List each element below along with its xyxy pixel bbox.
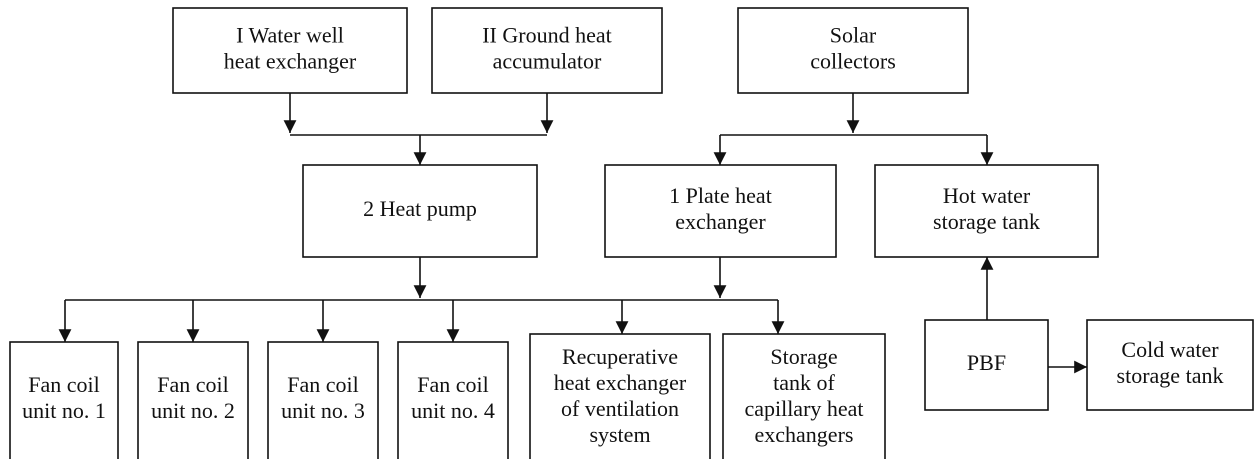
node-label: exchanger: [675, 209, 766, 234]
node-label: Recuperative: [562, 344, 678, 369]
node-label: unit no. 1: [22, 398, 106, 423]
node-box: [737, 7, 969, 94]
node-label: 2 Heat pump: [363, 196, 477, 221]
node-label: PBF: [967, 350, 1006, 375]
node-label: Cold water: [1121, 337, 1219, 362]
node-label: unit no. 2: [151, 398, 235, 423]
node-label: unit no. 3: [281, 398, 365, 423]
node-label: Storage: [770, 344, 837, 369]
node-box: [924, 319, 1049, 411]
node-label: Fan coil: [28, 372, 100, 397]
node: 2 Heat pump: [302, 164, 538, 258]
node-label: unit no. 4: [411, 398, 495, 423]
node: PBF: [924, 319, 1049, 411]
node-label: Hot water: [943, 183, 1031, 208]
node-label: I Water well: [236, 23, 344, 48]
node-label: 1 Plate heat: [669, 183, 772, 208]
node-label: II Ground heat: [482, 23, 612, 48]
node-box: [137, 341, 249, 459]
node-box: [267, 341, 379, 459]
node-box: [302, 164, 538, 258]
node-label: heat exchanger: [554, 370, 687, 395]
node-label: Fan coil: [157, 372, 229, 397]
node-box: [604, 164, 837, 258]
node-box: [397, 341, 509, 459]
node-box: [529, 333, 711, 459]
node-box: [431, 7, 663, 94]
node-label: accumulator: [493, 49, 602, 74]
node-label: Fan coil: [417, 372, 489, 397]
node-label: of ventilation: [561, 396, 679, 421]
node-label: heat exchanger: [224, 49, 357, 74]
node-label: tank of: [773, 370, 835, 395]
node-label: Solar: [830, 23, 877, 48]
connectors: [58, 93, 1087, 374]
node-box: [9, 341, 119, 459]
node-label: storage tank: [1117, 363, 1224, 388]
node-box: [172, 7, 408, 94]
node-label: storage tank: [933, 209, 1040, 234]
node-label: Fan coil: [287, 372, 359, 397]
node-box: [874, 164, 1099, 258]
node-label: capillary heat: [744, 396, 863, 421]
node-box: [722, 333, 886, 459]
node-label: system: [589, 422, 650, 447]
node-label: collectors: [810, 49, 896, 74]
node-label: exchangers: [755, 422, 854, 447]
node-box: [1086, 319, 1254, 411]
